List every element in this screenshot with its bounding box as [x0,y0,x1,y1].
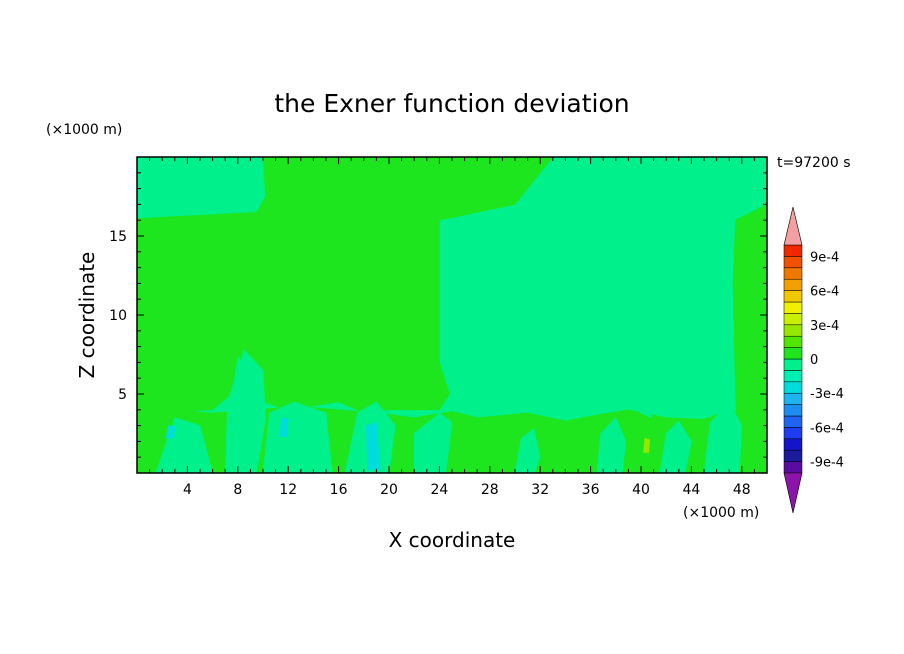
x-tick-label-28: 28 [481,482,499,498]
y-tick-label-10: 10 [109,308,127,324]
colorbar-box-13 [783,313,803,326]
colorbar-box-18 [783,256,803,269]
colorbar-box-8 [783,370,803,383]
colorbar-box-0 [783,461,803,474]
colorbar-label-0: 0 [810,353,818,368]
x-tick-label-40: 40 [632,482,650,498]
x-tick-label-48: 48 [733,482,751,498]
colorbar-box-15 [783,290,803,303]
y-tick-label-5: 5 [118,387,127,403]
x-axis-label: X coordinate [389,528,516,552]
colorbar-label--6e-4: -6e-4 [810,421,844,436]
x-tick-label-24: 24 [430,482,448,498]
x-tick-label-20: 20 [380,482,398,498]
colorbar-box-4 [783,415,803,428]
colorbar-box-14 [783,301,803,314]
colorbar-box-3 [783,427,803,440]
field-region-16 [165,425,176,439]
x-tick-label-4: 4 [183,482,192,498]
colorbar-box-10 [783,347,803,360]
field-region-15 [279,417,289,438]
colorbar-box-16 [783,278,803,291]
field-region-13 [703,401,743,473]
colorbar-box-7 [783,381,803,394]
colorbar-box-11 [783,335,803,348]
y-tick-label-15: 15 [109,229,127,245]
colorbar-box-9 [783,358,803,371]
colorbar-box-6 [783,392,803,405]
field-layer [137,157,767,473]
field-region-10 [596,417,627,473]
field-region-12 [659,420,692,473]
x-tick-label-8: 8 [233,482,242,498]
field-region-9 [514,428,541,473]
colorbar-over-arrow [783,206,803,246]
x-tick-label-36: 36 [582,482,600,498]
time-label: t=97200 s [777,155,851,171]
colorbar-box-12 [783,324,803,337]
colorbar-box-17 [783,267,803,280]
colorbar-label-6e-4: 6e-4 [810,285,839,300]
colorbar-box-19 [783,244,803,257]
colorbar-box-1 [783,449,803,462]
x-tick-label-32: 32 [531,482,549,498]
field-region-17 [643,437,651,453]
y-axis-label: Z coordinate [75,252,99,379]
field-region-11 [634,366,658,419]
field-region-1 [137,157,554,414]
colorbar: 9e-4 6e-4 3e-4 0 -3e-4 -6e-4 -9e-4 [783,206,844,514]
colorbar-label-3e-4: 3e-4 [810,319,839,334]
field-region-8 [413,412,453,473]
field-region-6 [262,401,333,473]
field-region-5 [224,349,266,473]
x-tick-label-16: 16 [330,482,348,498]
x-tick-label-44: 44 [682,482,700,498]
x-unit-label: (×1000 m) [683,505,759,521]
colorbar-box-2 [783,438,803,451]
colorbar-label-9e-4: 9e-4 [810,250,839,265]
y-unit-label: (×1000 m) [46,122,122,138]
colorbar-box-5 [783,404,803,417]
field-region-3 [732,204,767,473]
x-tick-label-12: 12 [279,482,297,498]
colorbar-label--9e-4: -9e-4 [810,456,844,471]
colorbar-under-arrow [783,472,803,514]
chart-title: the Exner function deviation [274,89,629,118]
colorbar-label--3e-4: -3e-4 [810,387,844,402]
